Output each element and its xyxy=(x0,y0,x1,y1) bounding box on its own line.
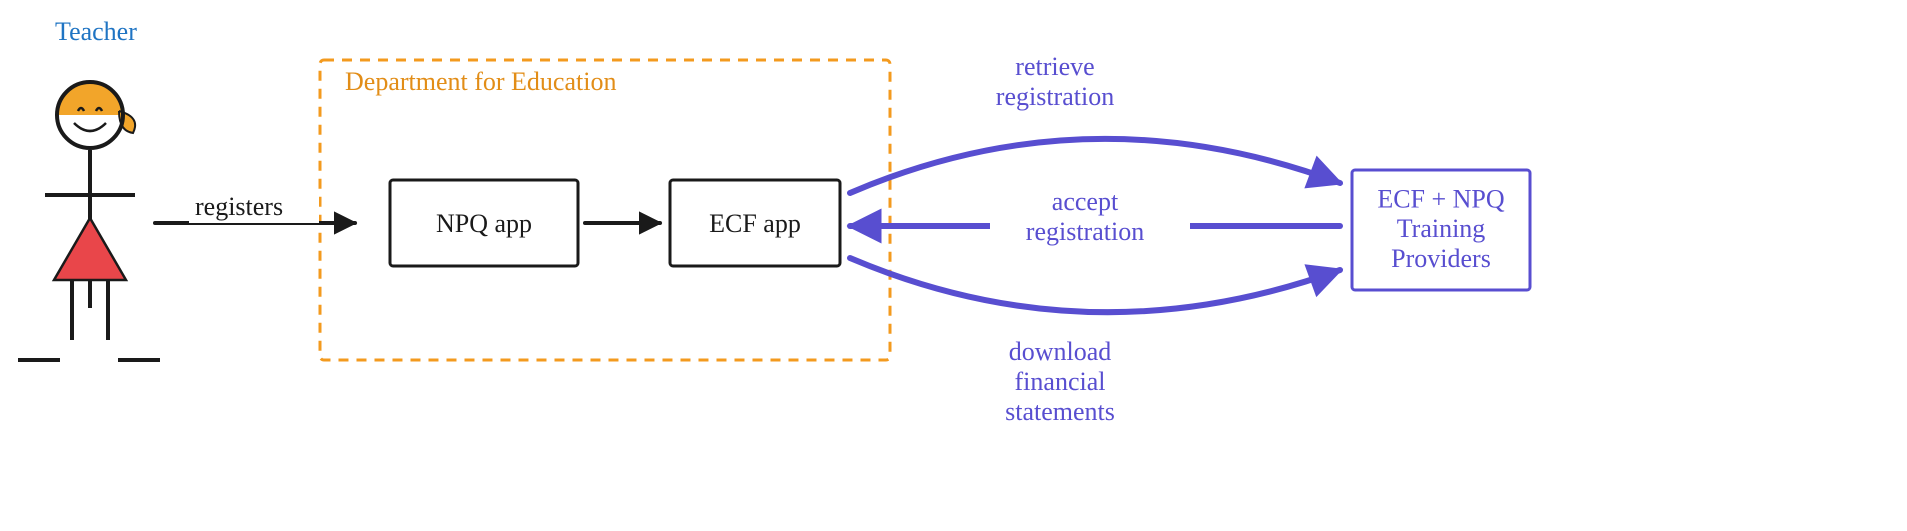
department-label: Department for Education xyxy=(345,67,616,96)
teacher-figure xyxy=(18,82,160,360)
providers-box-label: Providers xyxy=(1391,244,1491,273)
npq-app-box-label: NPQ app xyxy=(436,209,532,238)
providers-box-label: ECF + NPQ xyxy=(1377,184,1505,213)
arrow-download-label: financial xyxy=(1015,367,1106,396)
teacher-hair xyxy=(57,82,123,115)
arrow-download xyxy=(850,258,1340,312)
teacher-label: Teacher xyxy=(55,17,137,46)
arrow-download-label: statements xyxy=(1005,397,1115,426)
teacher-skirt xyxy=(54,218,126,280)
arrow-accept-label: registration xyxy=(1026,217,1144,246)
providers-box-label: Training xyxy=(1397,214,1486,243)
arrow-accept-label: accept xyxy=(1052,187,1119,216)
arrow-retrieve-label: registration xyxy=(996,82,1114,111)
ecf-app-box-label: ECF app xyxy=(709,209,801,238)
arrow-registers-label: registers xyxy=(195,192,283,221)
teacher-smile xyxy=(74,123,106,131)
arrow-retrieve xyxy=(850,139,1340,193)
arrow-retrieve-label: retrieve xyxy=(1015,52,1094,81)
arrow-download-label: download xyxy=(1009,337,1112,366)
